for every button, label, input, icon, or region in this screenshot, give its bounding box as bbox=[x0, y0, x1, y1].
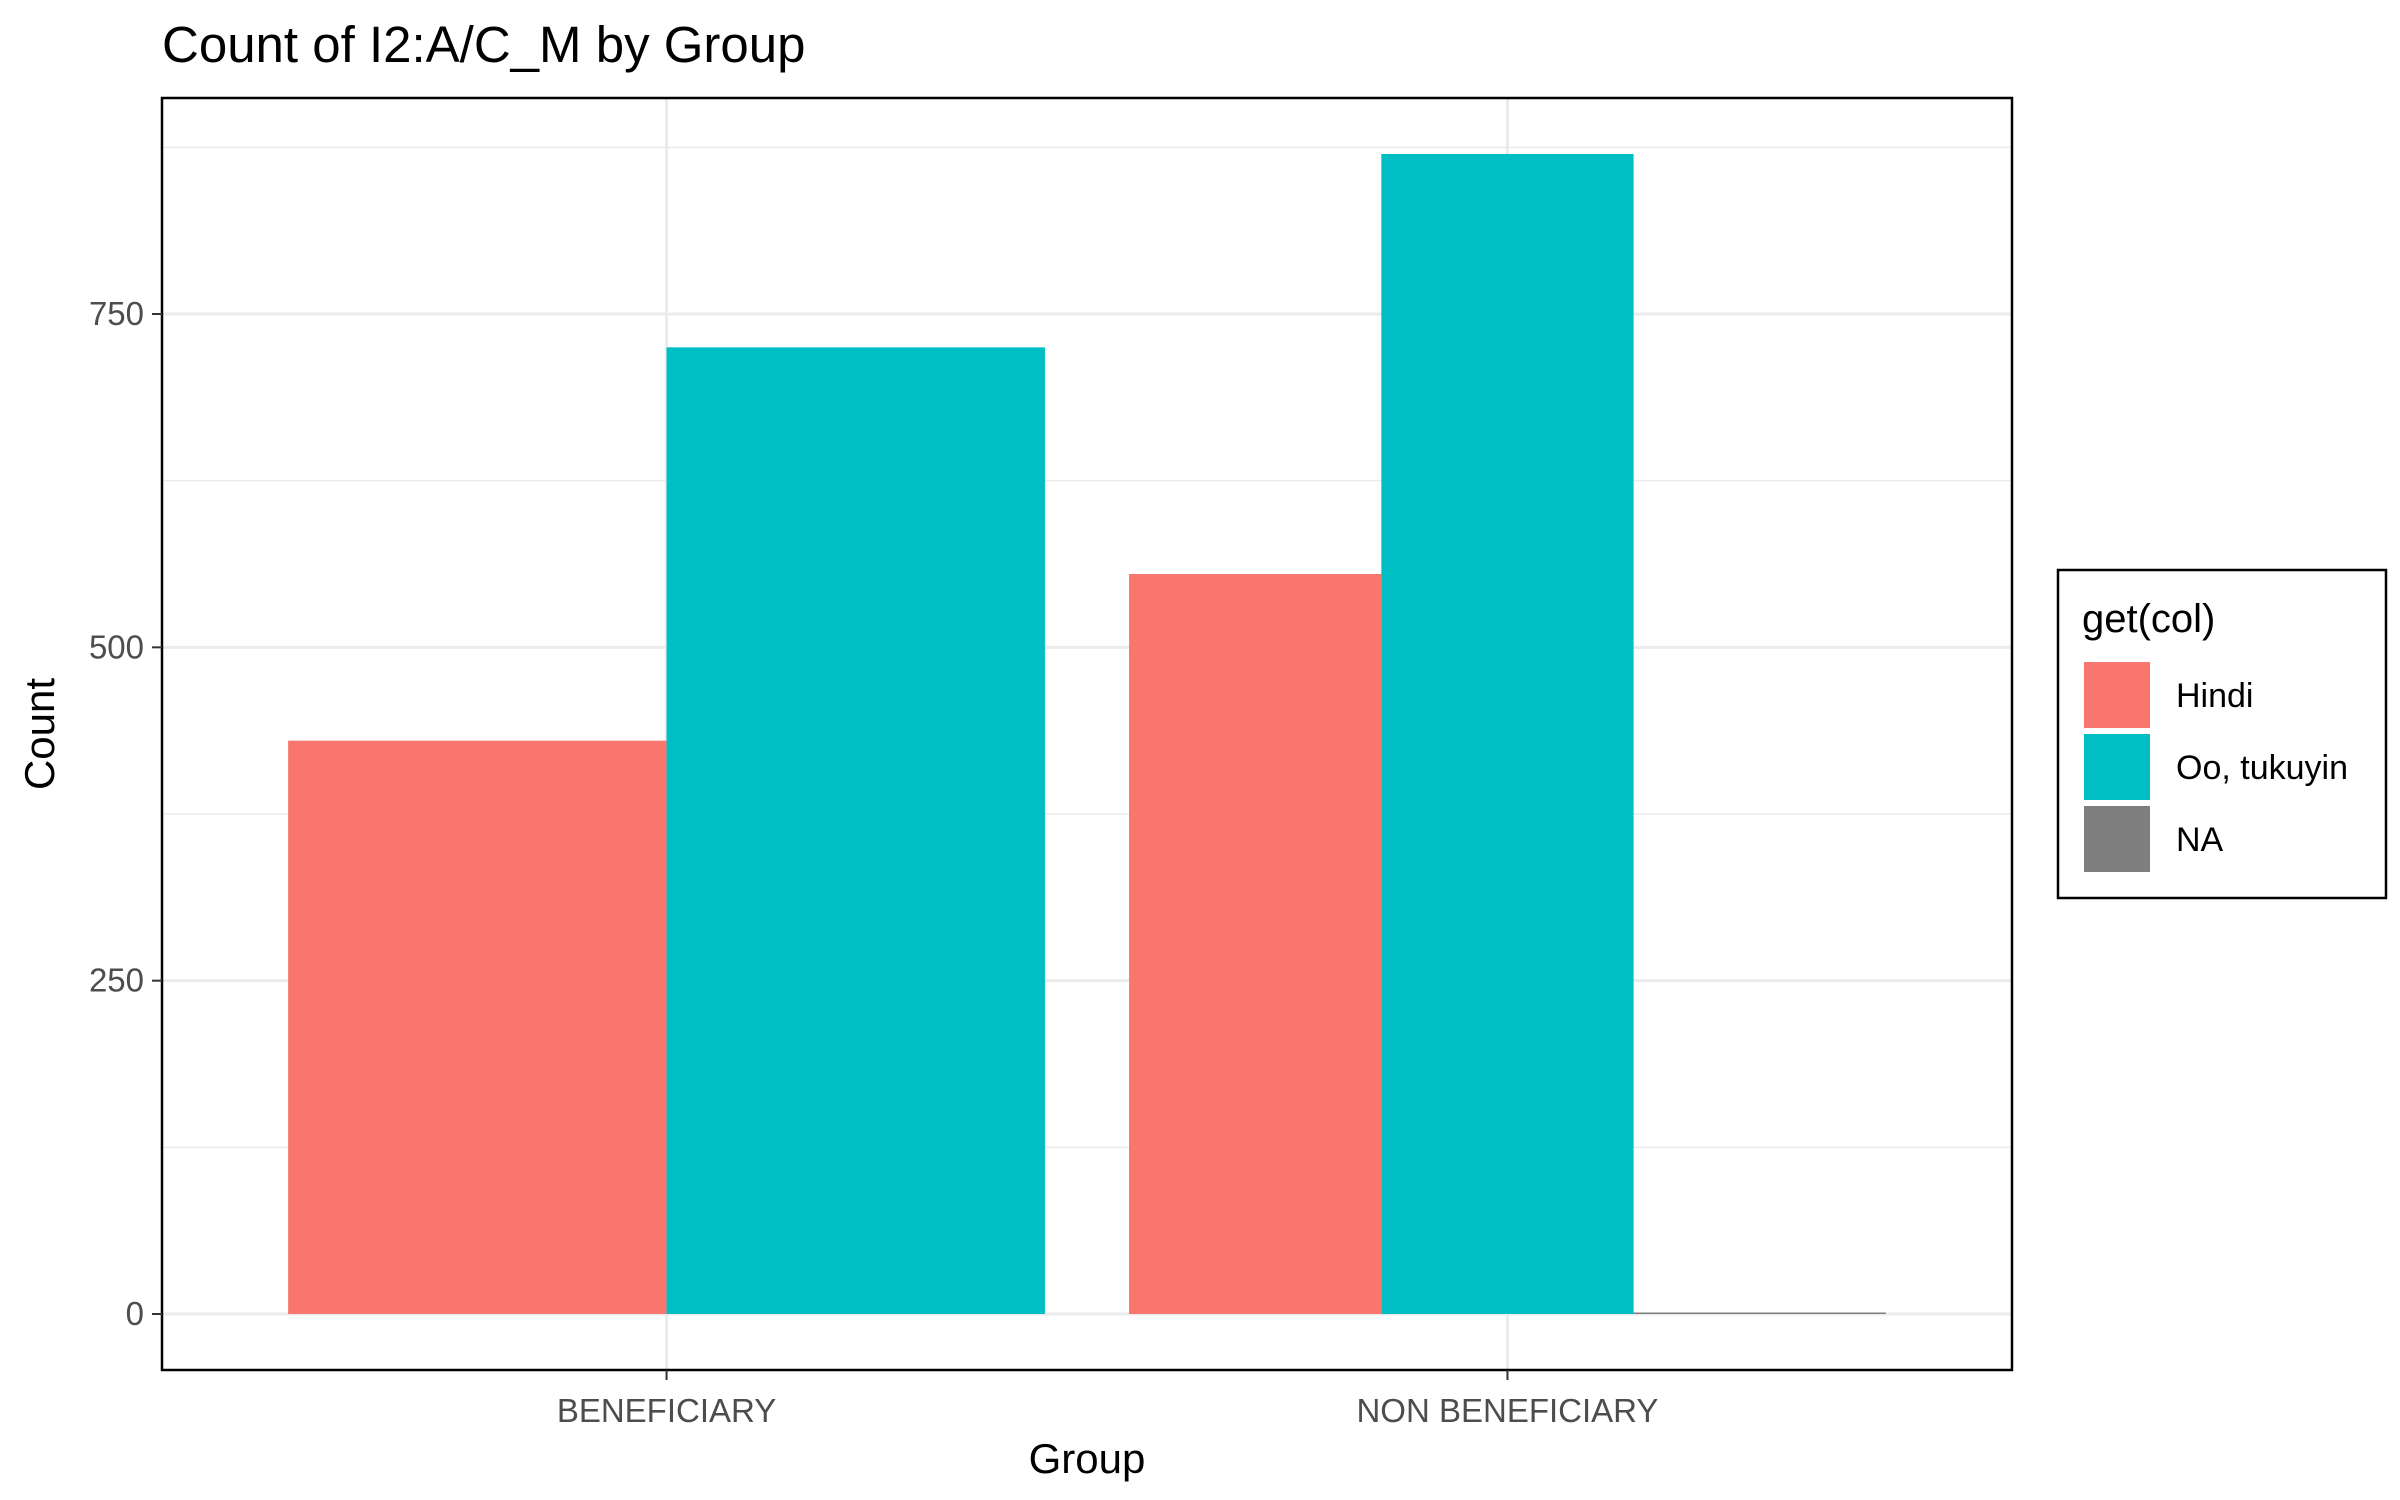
legend-title: get(col) bbox=[2082, 597, 2215, 641]
bar-na-non-beneficiary bbox=[1633, 1312, 1886, 1314]
legend-label: Hindi bbox=[2176, 677, 2253, 715]
bars bbox=[288, 154, 1886, 1314]
x-tick-label: BENEFICIARY bbox=[557, 1392, 776, 1429]
bar-hindi-non-beneficiary bbox=[1129, 574, 1382, 1314]
y-axis-title: Count bbox=[16, 678, 63, 790]
legend-key-na bbox=[2084, 806, 2150, 872]
bar-oo-tukuyin-beneficiary bbox=[666, 347, 1045, 1314]
bar-oo-tukuyin-non-beneficiary bbox=[1381, 154, 1634, 1314]
y-tick-label: 500 bbox=[89, 628, 144, 665]
x-axis-title: Group bbox=[1029, 1435, 1146, 1482]
x-axis-ticks: BENEFICIARY NON BENEFICIARY bbox=[557, 1370, 1658, 1429]
legend-label: Oo, tukuyin bbox=[2176, 749, 2348, 787]
legend-key-hindi bbox=[2084, 662, 2150, 728]
bar-hindi-beneficiary bbox=[288, 740, 667, 1314]
y-tick-label: 0 bbox=[126, 1295, 144, 1332]
y-axis-ticks: 0 250 500 750 bbox=[89, 295, 162, 1332]
x-tick-label: NON BENEFICIARY bbox=[1356, 1392, 1658, 1429]
legend: get(col) Hindi Oo, tukuyin NA bbox=[2056, 568, 2388, 900]
plot-panel-border bbox=[160, 96, 2014, 1372]
legend-items: Hindi Oo, tukuyin NA bbox=[2084, 662, 2348, 872]
y-tick-label: 250 bbox=[89, 962, 144, 999]
legend-key-oo-tukuyin bbox=[2084, 734, 2150, 800]
y-tick-label: 750 bbox=[89, 295, 144, 332]
chart-title: Count of I2:A/C_M by Group bbox=[162, 16, 805, 73]
legend-label: NA bbox=[2176, 821, 2224, 859]
